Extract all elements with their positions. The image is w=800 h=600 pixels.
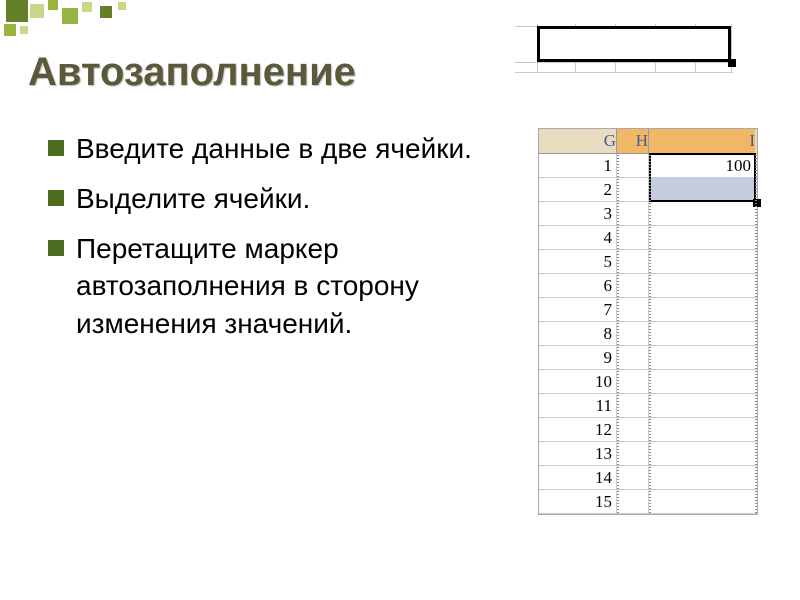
list-item: Перетащите маркер автозаполнения в сторо… [48,230,488,343]
cell-h7[interactable] [617,298,649,321]
selection-diagram [515,24,733,72]
cell-h14[interactable] [617,466,649,489]
fill-handle-icon [728,59,736,67]
cell-g1[interactable]: 1 [539,154,617,177]
table-row: 3 [539,202,757,226]
deco-sq [82,2,92,12]
spreadsheet-fragment: G H I 1 100 2 95 3456789101112131415 [538,128,758,515]
cell-g9[interactable]: 9 [539,346,617,369]
cell-g11[interactable]: 11 [539,394,617,417]
cell-h11[interactable] [617,394,649,417]
bullet-text: Введите данные в две ячейки. [76,130,472,168]
deco-sq [20,26,28,34]
grid-line [515,72,733,73]
cell-i6[interactable] [649,274,755,297]
cell-h3[interactable] [617,202,649,225]
cell-g12[interactable]: 12 [539,418,617,441]
cell-i14[interactable] [649,466,755,489]
deco-sq [4,24,16,36]
bullet-marker-icon [48,140,64,156]
cell-i13[interactable] [649,442,755,465]
cell-g10[interactable]: 10 [539,370,617,393]
deco-sq [62,8,78,24]
bullet-text: Выделите ячейки. [76,180,310,218]
cell-h15[interactable] [617,490,649,513]
list-item: Введите данные в две ячейки. [48,130,488,168]
sheet-body: 1 100 2 95 3456789101112131415 [539,154,757,514]
cell-h8[interactable] [617,322,649,345]
cell-h6[interactable] [617,274,649,297]
table-row: 10 [539,370,757,394]
fill-handle-icon[interactable] [753,199,761,207]
table-row: 12 [539,418,757,442]
column-headers: G H I [539,129,757,154]
cell-g4[interactable]: 4 [539,226,617,249]
cell-i2[interactable]: 95 [649,178,755,201]
cell-h4[interactable] [617,226,649,249]
cell-g5[interactable]: 5 [539,250,617,273]
cell-h5[interactable] [617,250,649,273]
deco-sq [100,6,112,18]
table-row: 9 [539,346,757,370]
table-row: 14 [539,466,757,490]
cell-i4[interactable] [649,226,755,249]
table-row: 5 [539,250,757,274]
cell-i8[interactable] [649,322,755,345]
cell-h10[interactable] [617,370,649,393]
deco-sq [118,2,126,10]
col-header-i[interactable]: I [649,129,755,153]
cell-h13[interactable] [617,442,649,465]
cell-i11[interactable] [649,394,755,417]
cell-g7[interactable]: 7 [539,298,617,321]
table-row: 7 [539,298,757,322]
cell-i12[interactable] [649,418,755,441]
table-row: 4 [539,226,757,250]
cell-h9[interactable] [617,346,649,369]
cell-i9[interactable] [649,346,755,369]
cell-g13[interactable]: 13 [539,442,617,465]
cell-g6[interactable]: 6 [539,274,617,297]
cell-g14[interactable]: 14 [539,466,617,489]
cell-i3[interactable] [649,202,755,225]
table-row: 13 [539,442,757,466]
cell-i5[interactable] [649,250,755,273]
cell-i1[interactable]: 100 [649,154,755,177]
list-item: Выделите ячейки. [48,180,488,218]
cell-i15[interactable] [649,490,755,513]
table-row: 1 100 [539,154,757,178]
table-row: 2 95 [539,178,757,202]
deco-sq [30,4,44,18]
cell-h1[interactable] [617,154,649,177]
cell-g8[interactable]: 8 [539,322,617,345]
table-row: 15 [539,490,757,514]
col-header-g[interactable]: G [539,129,617,153]
table-row: 8 [539,322,757,346]
bullet-marker-icon [48,190,64,206]
bullet-list: Введите данные в две ячейки. Выделите яч… [48,130,488,355]
cell-g3[interactable]: 3 [539,202,617,225]
cell-g2[interactable]: 2 [539,178,617,201]
bullet-text: Перетащите маркер автозаполнения в сторо… [76,230,488,343]
selection-box [537,26,731,62]
cell-g15[interactable]: 15 [539,490,617,513]
table-row: 11 [539,394,757,418]
cell-h2[interactable] [617,178,649,201]
cell-i7[interactable] [649,298,755,321]
cell-i10[interactable] [649,370,755,393]
deco-sq [48,0,58,10]
slide-deco-squares [0,0,180,40]
bullet-marker-icon [48,240,64,256]
cell-h12[interactable] [617,418,649,441]
col-header-h[interactable]: H [617,129,649,153]
table-row: 6 [539,274,757,298]
slide-title: Автозаполнение [28,50,356,95]
deco-sq [6,0,28,22]
grid-line [515,62,733,63]
